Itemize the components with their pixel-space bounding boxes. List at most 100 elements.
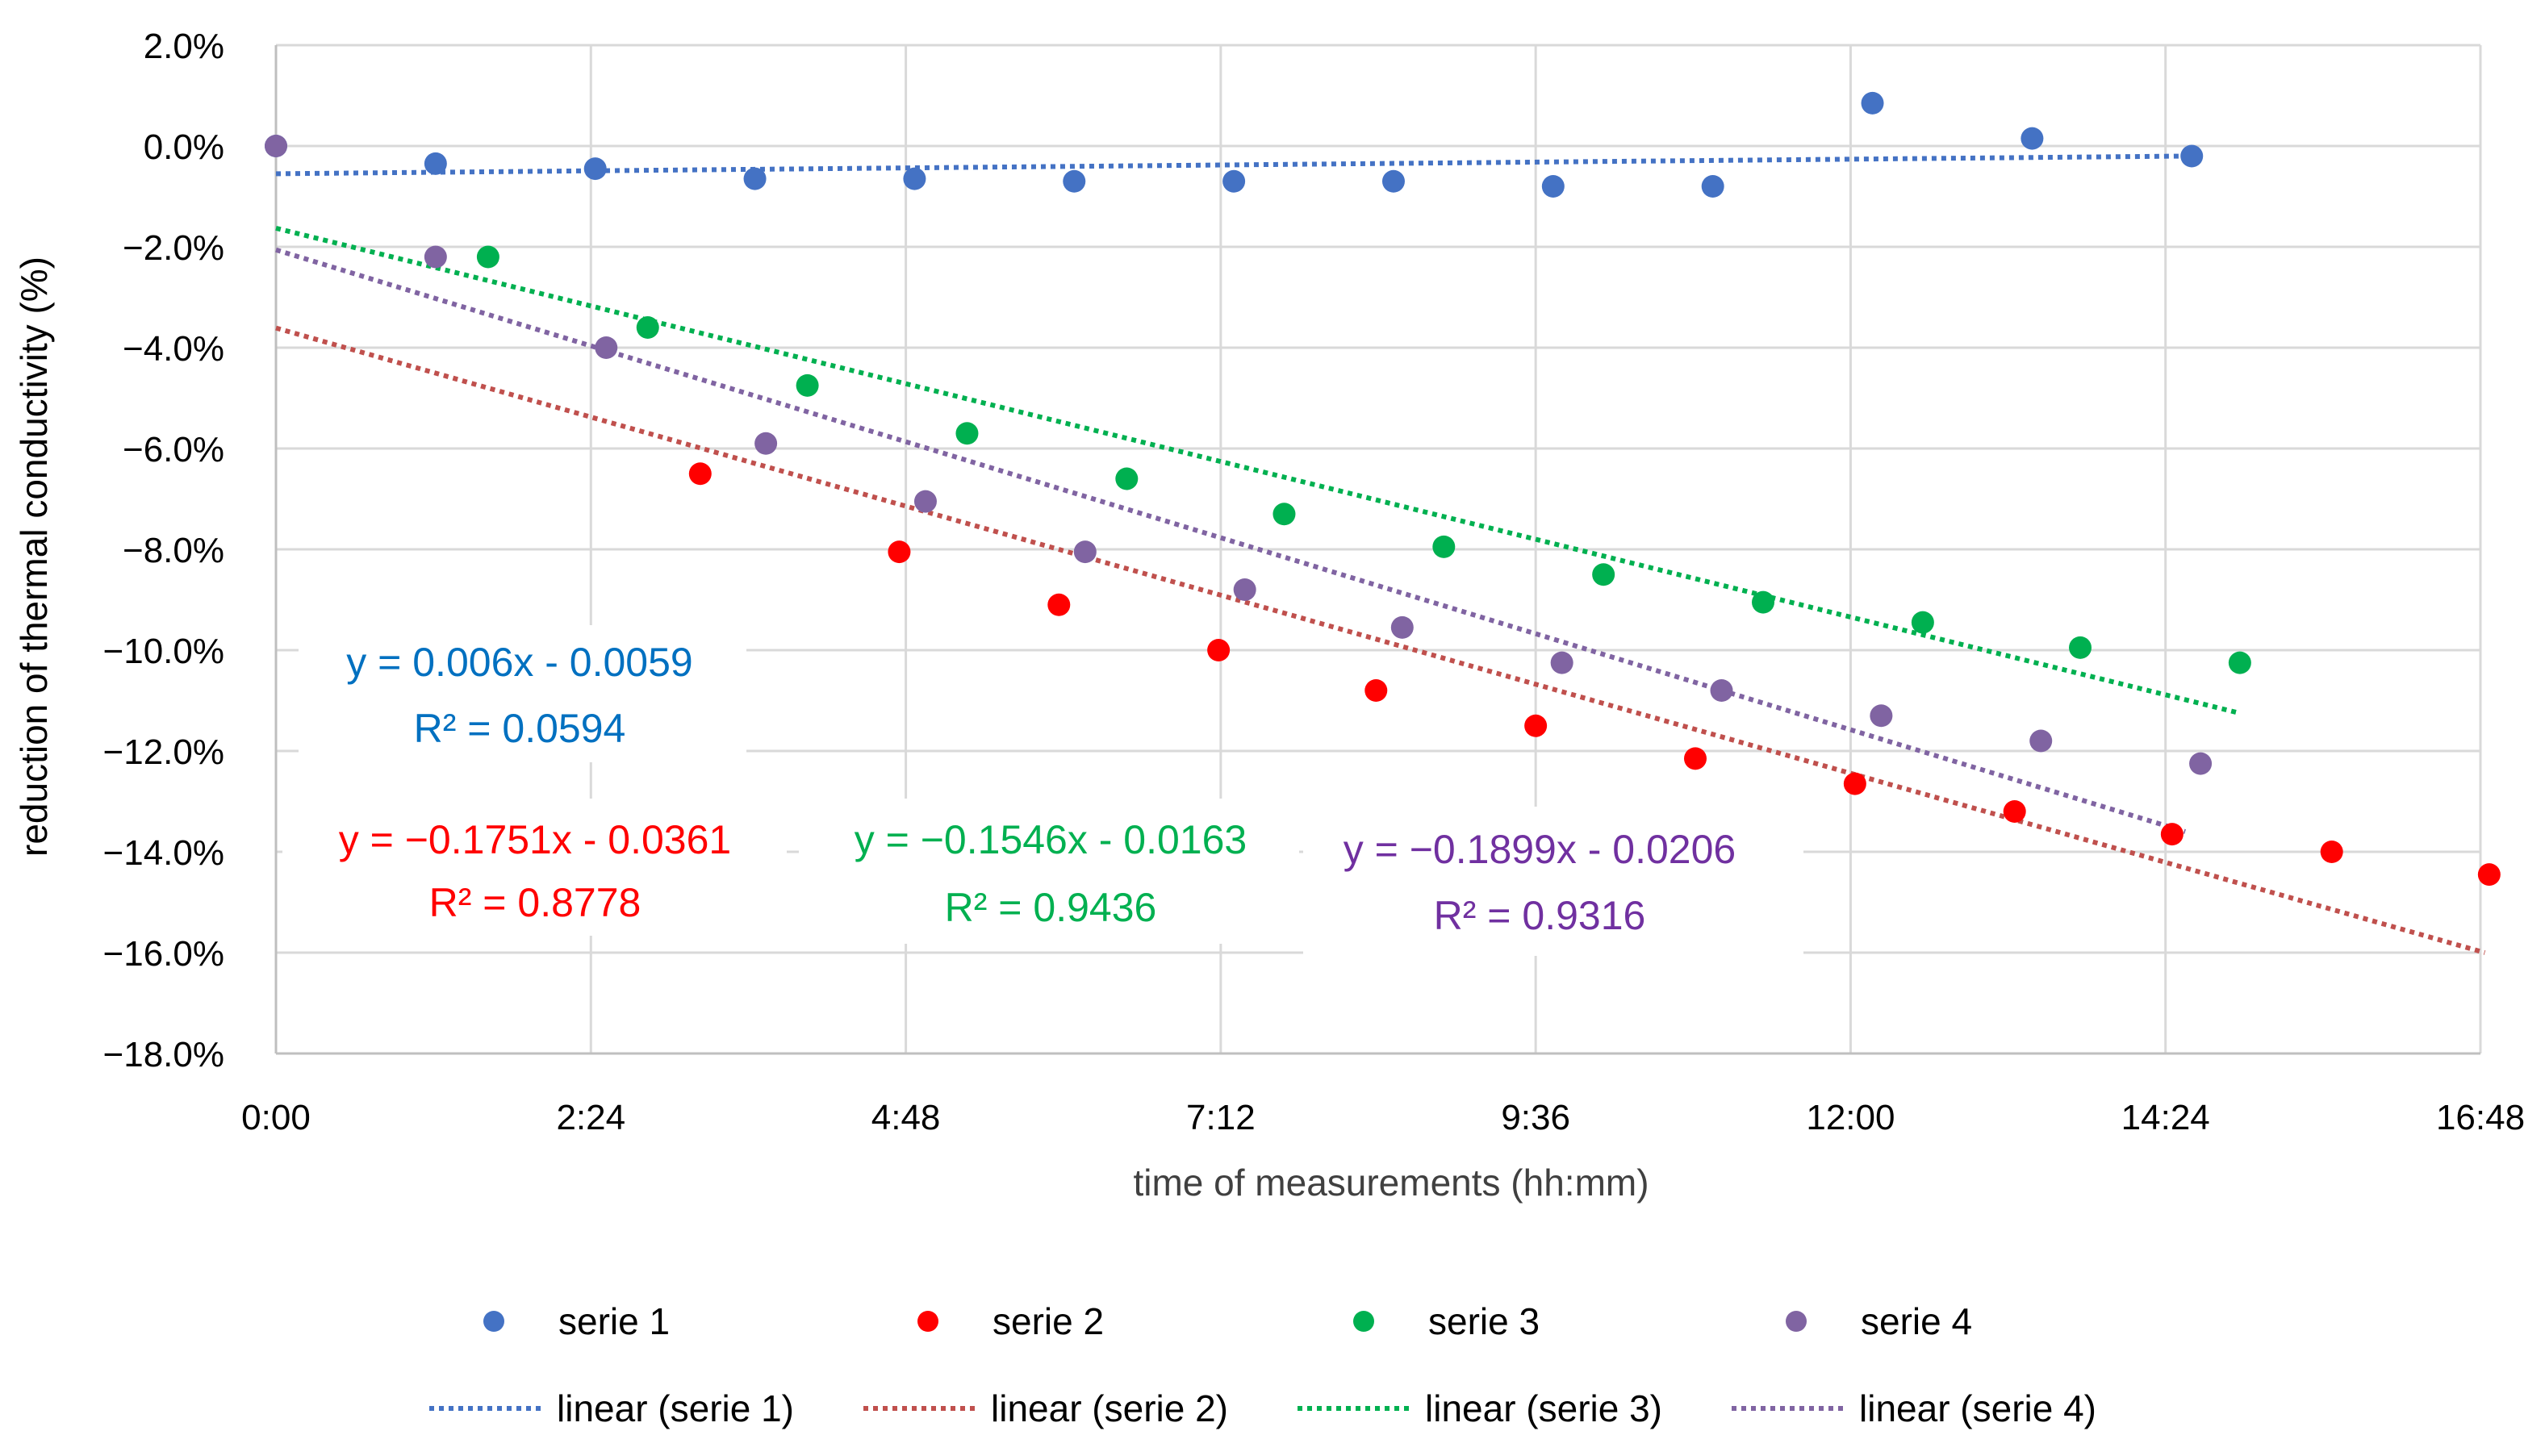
legend-marker bbox=[1353, 1311, 1374, 1332]
trendline-r-squared: R² = 0.9436 bbox=[945, 885, 1157, 930]
y-tick-label: 0.0% bbox=[144, 127, 224, 167]
data-points bbox=[265, 91, 2501, 887]
tick-labels: 2.0% 0.0% −2.0% −4.0% −6.0% −8.0% −10.0% −12.0%… bbox=[103, 27, 2526, 1137]
x-tick-label: 2:24 bbox=[556, 1098, 625, 1137]
data-point bbox=[2029, 729, 2053, 753]
data-point bbox=[1222, 169, 1246, 193]
legend-label: linear (serie 4) bbox=[1859, 1387, 2096, 1429]
y-tick-label: −4.0% bbox=[123, 329, 224, 369]
data-point bbox=[743, 167, 767, 190]
trendline-r-squared: R² = 0.0594 bbox=[414, 706, 626, 751]
y-tick-label: −2.0% bbox=[123, 228, 224, 268]
legend-label: serie 1 bbox=[558, 1300, 670, 1342]
trendline-r-squared: R² = 0.9316 bbox=[1434, 893, 1646, 938]
data-point bbox=[1541, 175, 1565, 198]
data-point bbox=[476, 245, 499, 269]
legend-marker bbox=[1786, 1311, 1807, 1332]
data-point bbox=[913, 490, 937, 513]
data-point bbox=[1233, 578, 1256, 601]
legend-entry: linear (serie 3) bbox=[1298, 1387, 1662, 1429]
data-point bbox=[583, 157, 607, 181]
legend-entry: serie 2 bbox=[917, 1300, 1104, 1342]
x-tick-label: 14:24 bbox=[2121, 1098, 2210, 1137]
legend-marker bbox=[917, 1311, 938, 1332]
data-point bbox=[2021, 127, 2044, 150]
trendline bbox=[275, 225, 2241, 716]
data-point bbox=[424, 245, 447, 269]
trendline-equation: y = −0.1751x - 0.0361 bbox=[339, 817, 731, 862]
data-point bbox=[1870, 704, 1893, 728]
legend-label: linear (serie 1) bbox=[557, 1387, 794, 1429]
legend-entry: linear (serie 4) bbox=[1732, 1387, 2096, 1429]
data-point bbox=[1524, 714, 1548, 737]
y-axis-label: reduction of thermal conductivity (%) bbox=[13, 257, 55, 857]
legend-entry: linear (serie 1) bbox=[429, 1387, 794, 1429]
data-point bbox=[1207, 639, 1231, 661]
trendline bbox=[275, 247, 2186, 834]
x-tick-label: 7:12 bbox=[1186, 1098, 1256, 1137]
data-point bbox=[424, 152, 447, 175]
x-tick-label: 4:48 bbox=[871, 1098, 941, 1137]
data-point bbox=[2228, 651, 2251, 674]
data-point bbox=[888, 540, 911, 564]
x-tick-label: 9:36 bbox=[1501, 1098, 1570, 1137]
data-point bbox=[955, 422, 979, 445]
annotation-background bbox=[799, 799, 1299, 944]
data-point bbox=[1047, 593, 1071, 616]
y-tick-label: −6.0% bbox=[123, 430, 224, 469]
data-point bbox=[1861, 91, 1884, 115]
data-point bbox=[1701, 175, 1724, 198]
data-point bbox=[1381, 169, 1405, 193]
data-point bbox=[2477, 863, 2501, 887]
data-point bbox=[1063, 169, 1086, 193]
legend-entry: serie 1 bbox=[483, 1300, 670, 1342]
y-tick-label: −14.0% bbox=[103, 833, 224, 873]
data-point bbox=[1843, 772, 1866, 795]
data-point bbox=[595, 336, 618, 359]
data-point bbox=[2180, 144, 2204, 168]
axes bbox=[274, 45, 2480, 1055]
data-point bbox=[265, 135, 287, 157]
data-point bbox=[688, 462, 712, 486]
legend-label: serie 2 bbox=[993, 1300, 1104, 1342]
x-tick-label: 0:00 bbox=[241, 1098, 311, 1137]
y-tick-label: −18.0% bbox=[103, 1035, 224, 1074]
data-point bbox=[754, 432, 778, 455]
data-point bbox=[796, 373, 819, 397]
x-axis-label: time of measurements (hh:mm) bbox=[1133, 1162, 1649, 1204]
y-tick-label: −8.0% bbox=[123, 531, 224, 570]
trendline bbox=[275, 153, 2186, 177]
data-point bbox=[1683, 747, 1707, 770]
trendline-equation: y = −0.1899x - 0.0206 bbox=[1344, 827, 1736, 872]
trendline-annotations: y = 0.006x - 0.0059 R² = 0.0594 y = −0.175… bbox=[282, 625, 1803, 956]
data-point bbox=[1592, 563, 1615, 586]
y-tick-label: −16.0% bbox=[103, 934, 224, 974]
y-tick-label: −12.0% bbox=[103, 732, 224, 772]
annotation-background bbox=[1303, 807, 1803, 956]
x-tick-label: 16:48 bbox=[2436, 1098, 2525, 1137]
x-tick-label: 12:00 bbox=[1806, 1098, 1895, 1137]
legend-entry: serie 4 bbox=[1786, 1300, 1972, 1342]
data-point bbox=[1272, 503, 1296, 526]
data-point bbox=[1752, 590, 1775, 614]
trendlines bbox=[275, 153, 2486, 955]
data-point bbox=[1710, 679, 1733, 702]
legend-label: linear (serie 2) bbox=[991, 1387, 1228, 1429]
data-point bbox=[1073, 540, 1097, 564]
data-point bbox=[636, 316, 659, 339]
data-point bbox=[2160, 823, 2184, 846]
legend-label: linear (serie 3) bbox=[1425, 1387, 1662, 1429]
data-point bbox=[1115, 467, 1139, 490]
data-point bbox=[2003, 800, 2026, 823]
data-point bbox=[1550, 651, 1573, 674]
data-point bbox=[2069, 636, 2092, 659]
legend-entry: serie 3 bbox=[1353, 1300, 1540, 1342]
annotation-background bbox=[282, 799, 787, 936]
data-point bbox=[1364, 679, 1388, 702]
trendline-equation: y = 0.006x - 0.0059 bbox=[346, 640, 692, 685]
legend-label: serie 4 bbox=[1861, 1300, 1972, 1342]
trendline-r-squared: R² = 0.8778 bbox=[429, 880, 641, 925]
data-point bbox=[1911, 611, 1934, 634]
trendline-equation: y = −0.1546x - 0.0163 bbox=[855, 817, 1247, 862]
